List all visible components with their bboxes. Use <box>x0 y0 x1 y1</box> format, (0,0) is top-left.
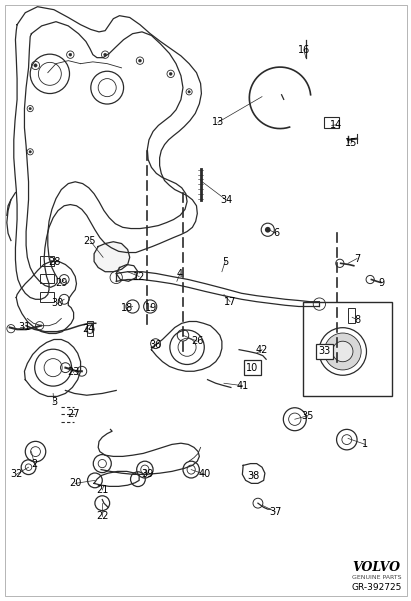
Text: 12: 12 <box>133 272 145 281</box>
Circle shape <box>169 72 172 75</box>
Circle shape <box>34 64 37 67</box>
Text: 26: 26 <box>191 337 203 346</box>
Circle shape <box>324 333 361 370</box>
Circle shape <box>332 341 353 362</box>
Circle shape <box>139 59 141 62</box>
Text: 25: 25 <box>84 236 96 246</box>
Text: 24: 24 <box>83 324 95 334</box>
Circle shape <box>69 53 72 56</box>
Bar <box>348 308 356 323</box>
Circle shape <box>29 151 31 153</box>
Text: 34: 34 <box>220 195 232 205</box>
Circle shape <box>104 53 106 56</box>
Text: 40: 40 <box>199 469 211 480</box>
Text: 10: 10 <box>246 362 259 373</box>
Text: 41: 41 <box>236 380 249 391</box>
Bar <box>324 117 339 128</box>
Text: 2: 2 <box>31 459 37 469</box>
Bar <box>39 275 54 283</box>
Text: 28: 28 <box>48 257 61 266</box>
Text: 29: 29 <box>55 278 67 287</box>
Text: 5: 5 <box>222 257 228 266</box>
Text: 23: 23 <box>67 367 80 377</box>
Text: 35: 35 <box>302 410 314 421</box>
Bar <box>303 302 392 397</box>
Text: 6: 6 <box>273 228 279 239</box>
Text: 19: 19 <box>145 303 157 313</box>
Text: 22: 22 <box>96 511 109 521</box>
Text: 32: 32 <box>10 469 23 480</box>
Text: 21: 21 <box>96 485 109 495</box>
Text: 7: 7 <box>354 254 360 263</box>
Text: 9: 9 <box>379 278 385 287</box>
Bar <box>39 256 54 266</box>
Text: 16: 16 <box>298 45 310 55</box>
Text: VOLVO: VOLVO <box>353 561 401 574</box>
Text: 1: 1 <box>362 439 368 450</box>
Text: 4: 4 <box>177 269 183 278</box>
Text: 14: 14 <box>330 120 343 130</box>
Text: 27: 27 <box>67 409 80 419</box>
Text: 31: 31 <box>18 323 30 332</box>
Text: 33: 33 <box>318 346 330 356</box>
Text: 42: 42 <box>256 344 268 355</box>
Circle shape <box>265 227 270 233</box>
Text: 3: 3 <box>51 397 57 407</box>
Text: 15: 15 <box>345 138 357 148</box>
Text: 39: 39 <box>141 469 153 480</box>
Text: 8: 8 <box>354 315 360 325</box>
Text: 20: 20 <box>69 478 81 489</box>
Text: GENUINE PARTS: GENUINE PARTS <box>352 575 402 580</box>
Bar <box>87 322 93 337</box>
Text: 30: 30 <box>51 299 63 308</box>
Text: 38: 38 <box>248 471 260 481</box>
Circle shape <box>188 91 190 93</box>
Circle shape <box>29 108 31 110</box>
Text: 13: 13 <box>212 117 224 127</box>
Text: 17: 17 <box>224 297 236 307</box>
Polygon shape <box>94 242 130 272</box>
Text: GR-392725: GR-392725 <box>351 582 402 591</box>
Text: 36: 36 <box>150 341 162 350</box>
Text: 18: 18 <box>121 303 133 313</box>
Text: 37: 37 <box>269 507 281 517</box>
Bar <box>39 291 54 302</box>
